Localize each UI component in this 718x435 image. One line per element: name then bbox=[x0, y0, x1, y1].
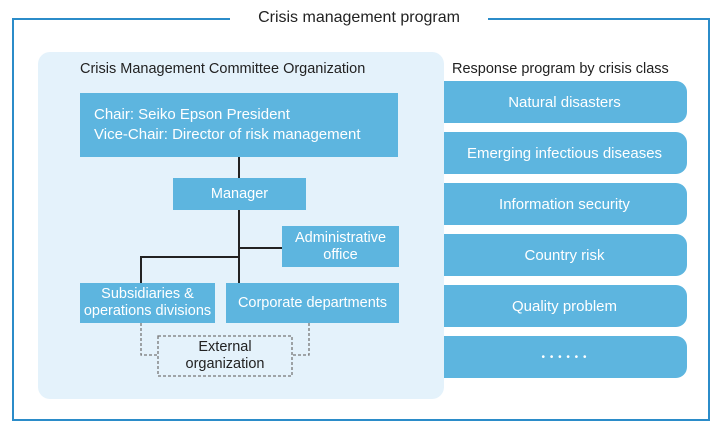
response-country-risk: Country risk bbox=[430, 234, 687, 276]
subsidiaries-box: Subsidiaries & operations divisions bbox=[80, 283, 215, 323]
external-organization-box: External organization bbox=[185, 339, 265, 372]
response-natural-disasters: Natural disasters bbox=[430, 81, 687, 123]
chair-box: Chair: Seiko Epson President Vice-Chair:… bbox=[80, 93, 398, 157]
chair-label: Chair: Seiko Epson President bbox=[94, 106, 290, 123]
diagram-title: Crisis management program bbox=[230, 8, 488, 28]
manager-box: Manager bbox=[173, 178, 306, 210]
response-heading: Response program by crisis class bbox=[452, 61, 669, 77]
response-infectious-diseases: Emerging infectious diseases bbox=[430, 132, 687, 174]
response-information-security: Information security bbox=[430, 183, 687, 225]
admin-office-box: Administrative office bbox=[282, 226, 399, 267]
committee-heading: Crisis Management Committee Organization bbox=[80, 61, 366, 77]
vice-chair-label: Vice-Chair: Director of risk management bbox=[94, 126, 361, 143]
response-quality-problem: Quality problem bbox=[430, 285, 687, 327]
response-more: • • • • • • bbox=[430, 336, 687, 378]
corporate-departments-box: Corporate departments bbox=[226, 283, 399, 323]
